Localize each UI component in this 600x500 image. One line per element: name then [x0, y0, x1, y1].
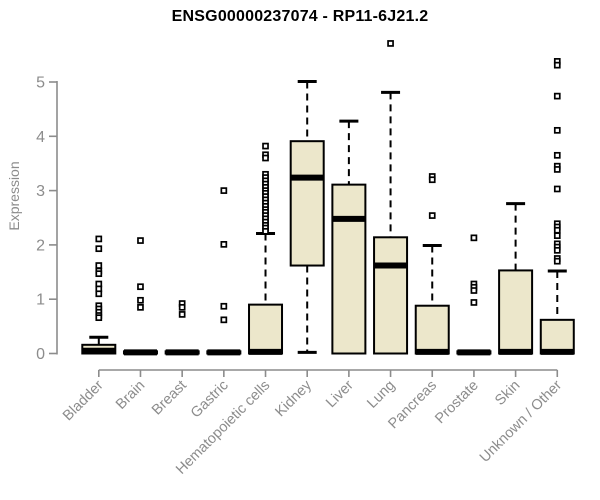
- outlier-point: [137, 283, 144, 291]
- outlier-point: [553, 151, 561, 159]
- boxplot-gastric: [206, 187, 242, 356]
- outlier-point: [262, 154, 269, 162]
- outlier-point: [470, 287, 478, 294]
- x-tick-label: Breast: [149, 378, 190, 419]
- box: [498, 269, 534, 355]
- y-tick-label: 0: [36, 346, 45, 363]
- y-tick-label: 4: [36, 129, 45, 146]
- x-tick-label: Liver: [323, 377, 357, 411]
- outlier-point: [387, 40, 394, 47]
- outlier-point: [220, 316, 228, 324]
- outlier-point: [428, 212, 436, 219]
- boxplot-kidney: [289, 79, 325, 354]
- outlier-point: [220, 302, 228, 310]
- outlier-point: [470, 299, 478, 306]
- outlier-point: [262, 227, 269, 235]
- outlier-point: [178, 311, 186, 318]
- chart-title: ENSG00000237074 - RP11-6J21.2: [171, 8, 429, 25]
- x-tick-label: Brain: [113, 378, 148, 413]
- box: [248, 303, 284, 355]
- boxplot-unknown-other: [539, 58, 575, 355]
- boxplot-brain: [122, 237, 158, 356]
- outlier-point: [137, 296, 144, 304]
- outlier-point: [220, 187, 228, 194]
- outlier-point: [178, 303, 186, 311]
- outlier-point: [137, 237, 144, 244]
- x-tick-label: Skin: [492, 378, 523, 409]
- boxplot-liver: [331, 119, 367, 355]
- x-tick-label: Bladder: [60, 377, 107, 424]
- outlier-point: [553, 246, 561, 254]
- y-tick-label: 2: [36, 237, 45, 254]
- boxplot-breast: [164, 300, 200, 356]
- x-tick-label: Prostate: [432, 378, 481, 427]
- boxplot-prostate: [456, 234, 492, 356]
- outlier-point: [95, 314, 103, 322]
- outlier-point: [553, 185, 561, 193]
- box: [373, 236, 409, 355]
- box: [539, 318, 575, 355]
- y-tick-label: 3: [36, 183, 45, 200]
- box: [331, 183, 367, 355]
- outlier-point: [553, 257, 561, 265]
- y-tick-label: 5: [36, 75, 45, 92]
- outlier-point: [262, 142, 269, 150]
- outlier-point: [95, 270, 103, 278]
- outlier-point: [470, 234, 478, 242]
- boxplot-bladder: [81, 235, 117, 355]
- outlier-point: [553, 226, 561, 234]
- outlier-point: [137, 303, 144, 311]
- box: [414, 304, 450, 355]
- x-tick-label: Lung: [364, 378, 398, 412]
- outlier-point: [553, 232, 561, 240]
- boxplot-hematopoietic-cells: [248, 142, 284, 355]
- boxplot-skin: [498, 202, 534, 355]
- outlier-point: [553, 92, 561, 100]
- outlier-point: [553, 126, 561, 134]
- outlier-point: [428, 176, 436, 184]
- outlier-point: [95, 262, 103, 269]
- outlier-point: [553, 166, 561, 173]
- outlier-point: [220, 241, 228, 248]
- boxplot-lung: [373, 40, 409, 355]
- boxplot-pancreas: [414, 173, 450, 355]
- outlier-point: [95, 235, 103, 243]
- outlier-point: [95, 290, 103, 298]
- outlier-point: [95, 245, 103, 253]
- x-tick-label: Kidney: [272, 377, 315, 420]
- box: [289, 140, 325, 267]
- y-tick-label: 1: [36, 292, 45, 309]
- outlier-point: [553, 61, 561, 69]
